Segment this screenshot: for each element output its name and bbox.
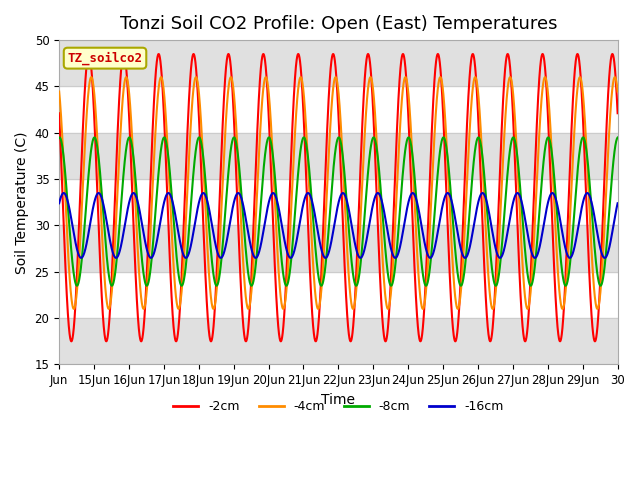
Text: TZ_soilco2: TZ_soilco2 (68, 51, 143, 65)
Bar (59, 226, 618, 272)
-4cm (614, 89, 621, 95)
-8cm (125, 134, 133, 140)
-16cm (390, 254, 398, 260)
Bar (59, 318, 618, 364)
-16cm (269, 190, 276, 196)
-4cm (472, 75, 480, 81)
-16cm (515, 191, 522, 196)
Title: Tonzi Soil CO2 Profile: Open (East) Temperatures: Tonzi Soil CO2 Profile: Open (East) Temp… (120, 15, 557, 33)
-4cm (390, 240, 398, 246)
Line: -4cm: -4cm (59, 77, 618, 309)
-8cm (515, 164, 522, 170)
-2cm (120, 51, 127, 57)
-4cm (269, 152, 276, 157)
-2cm (390, 193, 398, 199)
-2cm (157, 61, 164, 67)
-16cm (157, 217, 164, 223)
-2cm (419, 328, 426, 334)
-2cm (515, 249, 522, 254)
Line: -2cm: -2cm (59, 54, 618, 341)
Bar (59, 40, 618, 86)
-4cm (611, 74, 619, 80)
Legend: -2cm, -4cm, -8cm, -16cm: -2cm, -4cm, -8cm, -16cm (168, 395, 509, 418)
-2cm (472, 76, 480, 82)
-8cm (157, 149, 164, 155)
-8cm (472, 141, 480, 147)
-8cm (390, 272, 398, 277)
Line: -8cm: -8cm (59, 137, 618, 286)
-4cm (419, 306, 426, 312)
-8cm (527, 283, 534, 288)
-2cm (277, 338, 285, 344)
-16cm (472, 210, 480, 216)
-16cm (409, 190, 417, 196)
X-axis label: Time: Time (321, 393, 355, 407)
Bar (59, 133, 618, 179)
-4cm (209, 306, 217, 312)
-8cm (614, 135, 621, 141)
-16cm (419, 229, 426, 235)
-16cm (252, 255, 259, 261)
-4cm (157, 75, 164, 81)
-8cm (419, 268, 426, 274)
Y-axis label: Soil Temperature (C): Soil Temperature (C) (15, 131, 29, 274)
-2cm (614, 110, 621, 116)
-8cm (55, 135, 63, 141)
-8cm (269, 151, 276, 156)
-2cm (55, 110, 63, 116)
-16cm (55, 200, 63, 206)
-4cm (55, 89, 63, 95)
-4cm (515, 181, 522, 187)
-16cm (614, 200, 621, 206)
-2cm (269, 210, 276, 216)
Line: -16cm: -16cm (59, 193, 618, 258)
